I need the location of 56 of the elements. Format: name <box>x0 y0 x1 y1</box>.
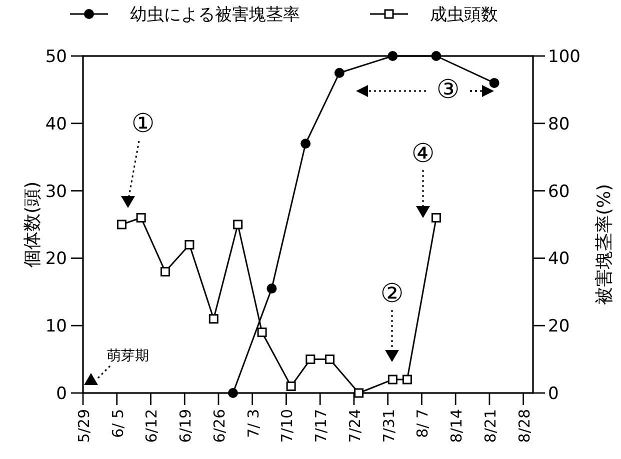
x-tick-label: 7/24 <box>346 409 364 443</box>
legend-label: 成虫頭数 <box>430 5 498 25</box>
x-tick-label: 8/28 <box>515 409 534 443</box>
point <box>160 266 170 276</box>
annotation: ④ <box>411 139 435 169</box>
point <box>184 240 194 250</box>
y2-tick-label: 40 <box>548 249 570 270</box>
y-tick-label: 10 <box>45 316 67 337</box>
y2-tick-label: 80 <box>548 114 570 134</box>
point <box>489 78 500 88</box>
point <box>306 354 316 364</box>
x-tick-label: 6/12 <box>142 409 161 443</box>
x-tick-label: 8/21 <box>481 409 500 443</box>
annotation: ① <box>131 109 155 139</box>
x-tick-label: 6/ 5 <box>108 409 127 438</box>
y2-tick-label: 0 <box>548 384 559 404</box>
y-tick-label: 30 <box>45 182 67 202</box>
y2-tick-label: 20 <box>548 316 570 337</box>
point <box>388 51 398 61</box>
point <box>334 68 344 78</box>
y-tick-label: 50 <box>45 47 67 67</box>
point <box>257 328 267 338</box>
point <box>136 213 146 223</box>
x-tick-label: 8/14 <box>448 409 466 443</box>
y2-tick-label: 60 <box>548 182 570 202</box>
point <box>266 284 277 294</box>
x-tick-label: 8/ 7 <box>414 409 432 438</box>
point <box>402 374 412 384</box>
y2-tick-label: 100 <box>548 47 580 67</box>
x-tick-label: 6/26 <box>210 409 228 443</box>
x-tick-label: 7/31 <box>380 409 398 443</box>
point <box>431 51 442 61</box>
legend-label: 幼虫による被害塊茎率 <box>130 5 300 25</box>
y-tick-label: 20 <box>45 249 67 270</box>
annotation: ③ <box>436 75 460 105</box>
point <box>286 382 296 392</box>
point <box>388 374 398 384</box>
x-tick-label: 7/ 3 <box>244 409 262 438</box>
point <box>228 388 238 398</box>
x-tick-label: 5/29 <box>75 409 93 443</box>
point <box>116 220 126 230</box>
x-tick-label: 6/19 <box>176 409 195 443</box>
x-tick-label: 7/10 <box>278 409 296 443</box>
y2-axis-title: 被害塊茎率(%) <box>594 184 615 306</box>
point <box>208 314 218 324</box>
point <box>300 138 311 149</box>
y-tick-label: 40 <box>45 114 67 134</box>
point <box>233 220 243 230</box>
point <box>354 388 364 398</box>
point <box>325 354 335 364</box>
y-tick-label: 0 <box>56 384 67 404</box>
y-axis-title: 個体数(頭) <box>22 181 43 268</box>
point <box>431 213 441 223</box>
annotation: ② <box>380 279 404 309</box>
annotation: 萌芽期 <box>107 348 149 364</box>
x-tick-label: 7/17 <box>312 409 330 443</box>
